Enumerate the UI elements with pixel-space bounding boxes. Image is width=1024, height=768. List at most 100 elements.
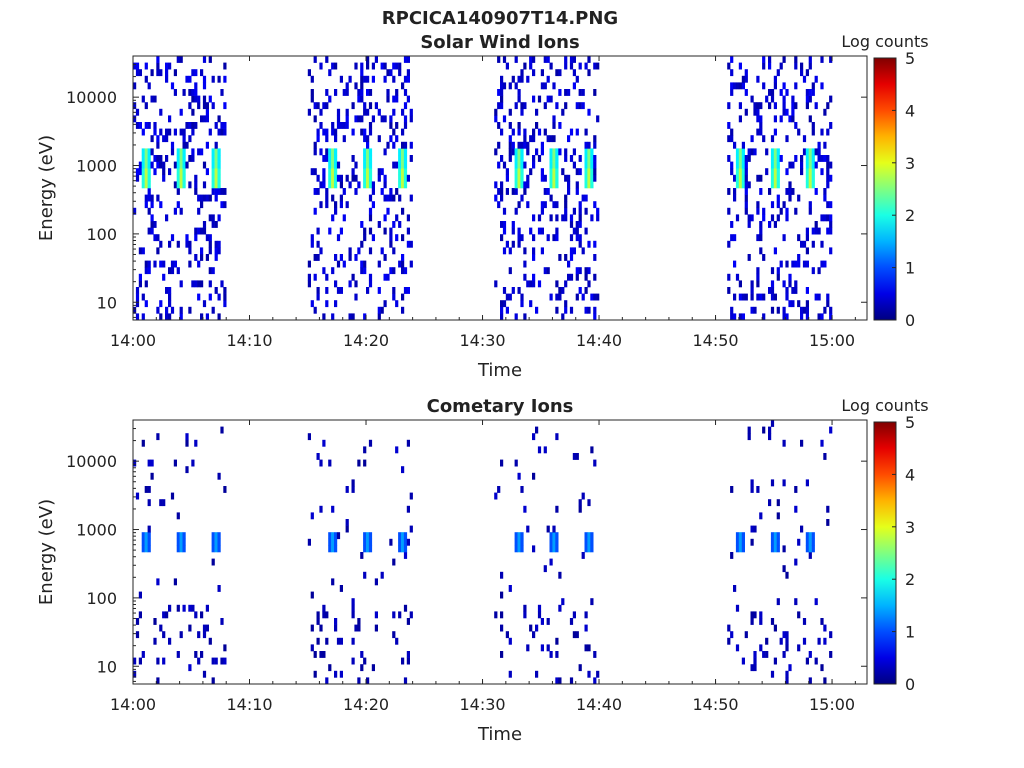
heatmap-cell	[377, 135, 381, 143]
heatmap-cell	[138, 122, 142, 129]
heatmap-cell	[567, 181, 571, 189]
heatmap-cell	[182, 168, 186, 176]
heatmap-cell	[776, 598, 780, 606]
heatmap-cell	[392, 631, 396, 639]
heatmap-cell	[316, 618, 320, 625]
heatmap-cell	[401, 306, 405, 314]
heatmap-cell	[826, 181, 830, 189]
heatmap-cell	[313, 207, 317, 215]
heatmap-cell	[156, 194, 160, 202]
heatmap-cell	[325, 155, 329, 162]
heatmap-cell	[733, 174, 737, 182]
heatmap-cell	[339, 670, 343, 678]
heatmap-cell	[179, 280, 183, 288]
heatmap-cell	[733, 313, 737, 321]
heatmap-cell	[788, 115, 792, 123]
heatmap-cell	[331, 194, 335, 202]
heatmap-cell	[366, 168, 370, 176]
heatmap-cell	[791, 161, 795, 169]
heatmap-cell	[368, 207, 373, 215]
heatmap-cell	[223, 75, 227, 83]
heatmap-cell	[517, 545, 521, 553]
heatmap-cell	[368, 168, 373, 176]
heatmap-cell	[368, 273, 373, 281]
heatmap-cell	[770, 89, 775, 96]
heatmap-cell	[587, 499, 591, 507]
heatmap-cell	[392, 161, 396, 169]
heatmap-cell	[759, 234, 763, 242]
heatmap-cell	[768, 89, 772, 96]
heatmap-cell	[409, 194, 413, 202]
heatmap-cell	[546, 75, 550, 83]
heatmap-cell	[147, 538, 151, 546]
heatmap-cell	[366, 287, 370, 294]
heatmap-cell	[517, 538, 521, 546]
heatmap-cell	[220, 280, 224, 288]
heatmap-cell	[179, 56, 183, 63]
heatmap-cell	[200, 148, 204, 156]
heatmap-cell	[214, 221, 218, 228]
heatmap-cell	[176, 161, 180, 169]
heatmap-cell	[575, 168, 579, 176]
heatmap-cell	[520, 161, 524, 169]
colorbar-tick-label: 2	[905, 206, 915, 225]
heatmap-cell	[497, 141, 501, 149]
heatmap-cell	[176, 512, 180, 520]
heatmap-cell	[782, 201, 786, 209]
axes-solar-wind: 14:00 14:10 14:20 14:30 14:40 14:50 15:0010100…	[66, 55, 867, 350]
heatmap-cell	[368, 102, 373, 110]
heatmap-cell	[141, 128, 145, 136]
heatmap-cell	[214, 254, 218, 261]
heatmap-cell	[500, 571, 504, 579]
heatmap-cell	[194, 280, 198, 288]
heatmap-cell	[179, 313, 183, 321]
heatmap-cell	[546, 644, 550, 652]
heatmap-cell	[363, 75, 367, 83]
heatmap-cell	[738, 181, 742, 189]
heatmap-cell	[211, 168, 215, 176]
heatmap-cell	[313, 273, 317, 281]
heatmap-cell	[823, 260, 827, 268]
heatmap-cell	[744, 69, 748, 77]
heatmap-cell	[179, 306, 183, 314]
heatmap-cell	[173, 89, 177, 96]
heatmap-cell	[141, 439, 145, 447]
heatmap-cell	[374, 102, 378, 110]
heatmap-cell	[144, 194, 148, 202]
heatmap-cell	[307, 108, 311, 116]
heatmap-cell	[331, 155, 335, 162]
heatmap-cell	[517, 532, 521, 540]
heatmap-cell	[331, 122, 335, 129]
heatmap-cell	[500, 128, 504, 136]
heatmap-cell	[392, 141, 396, 149]
heatmap-cell	[179, 538, 183, 546]
heatmap-cell	[345, 115, 349, 123]
heatmap-cell	[811, 155, 815, 162]
heatmap-cell	[217, 161, 221, 169]
heatmap-cell	[313, 670, 317, 678]
heatmap-cell	[374, 611, 378, 619]
heatmap-cell	[768, 102, 772, 110]
heatmap-cell	[800, 168, 804, 176]
heatmap-cell	[765, 148, 769, 156]
heatmap-cell	[165, 135, 169, 143]
heatmap-cell	[811, 240, 815, 248]
heatmap-cell	[508, 267, 512, 275]
heatmap-cell	[779, 637, 783, 645]
heatmap-cell	[569, 62, 574, 70]
heatmap-cell	[569, 221, 574, 228]
heatmap-cell	[500, 234, 504, 242]
heatmap-cell	[765, 168, 769, 176]
heatmap-cell	[555, 214, 559, 222]
heatmap-cell	[133, 306, 137, 314]
heatmap-cell	[185, 75, 189, 83]
heatmap-cell	[514, 532, 518, 540]
heatmap-cell	[357, 115, 361, 123]
heatmap-cell	[584, 181, 588, 189]
heatmap-cell	[808, 168, 812, 176]
heatmap-cell	[403, 56, 408, 63]
heatmap-cell	[351, 486, 355, 493]
heatmap-cell	[223, 128, 227, 136]
heatmap-cell	[811, 148, 815, 156]
heatmap-cell	[575, 267, 579, 275]
